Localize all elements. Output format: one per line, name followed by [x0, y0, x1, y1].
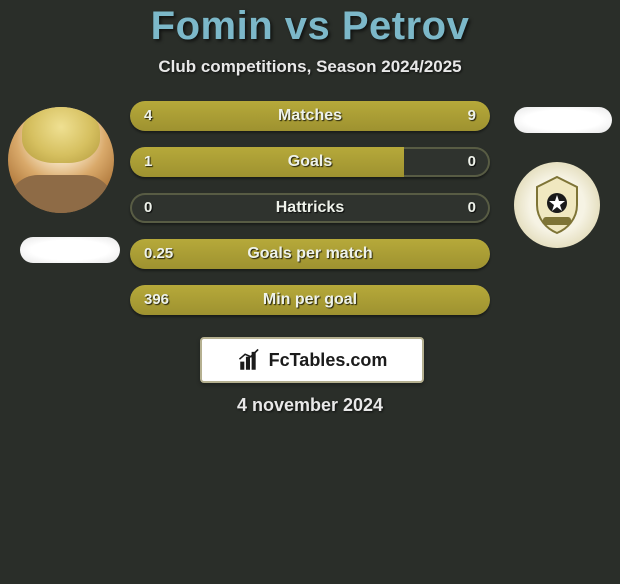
stat-value-right: 9: [468, 101, 476, 131]
stat-label: Matches: [130, 101, 490, 131]
stat-bar-goals-per-match: 0.25 Goals per match: [130, 239, 490, 269]
stat-label: Goals: [130, 147, 490, 177]
player-right-avatar: [514, 107, 612, 133]
brand-text: FcTables.com: [269, 350, 388, 371]
stat-bars: 4 Matches 9 1 Goals 0 0 Hattricks 0: [130, 101, 490, 331]
stat-bar-goals: 1 Goals 0: [130, 147, 490, 177]
club-left-badge: [20, 237, 120, 263]
generated-date: 4 november 2024: [0, 395, 620, 416]
body: 4 Matches 9 1 Goals 0 0 Hattricks 0: [0, 107, 620, 467]
stat-value-right: 0: [468, 147, 476, 177]
crest-icon: [525, 173, 589, 237]
stat-label: Hattricks: [130, 193, 490, 223]
page-subtitle: Club competitions, Season 2024/2025: [0, 57, 620, 77]
player-left-avatar: [8, 107, 114, 213]
stat-label: Min per goal: [130, 285, 490, 315]
stat-value-right: 0: [468, 193, 476, 223]
stat-bar-matches: 4 Matches 9: [130, 101, 490, 131]
comparison-card: Fomin vs Petrov Club competitions, Seaso…: [0, 4, 620, 584]
stat-bar-hattricks: 0 Hattricks 0: [130, 193, 490, 223]
brand-badge[interactable]: FcTables.com: [200, 337, 424, 383]
bar-chart-icon: [237, 347, 263, 373]
club-right-badge: [514, 162, 600, 248]
stat-bar-min-per-goal: 396 Min per goal: [130, 285, 490, 315]
stat-label: Goals per match: [130, 239, 490, 269]
page-title: Fomin vs Petrov: [0, 4, 620, 49]
